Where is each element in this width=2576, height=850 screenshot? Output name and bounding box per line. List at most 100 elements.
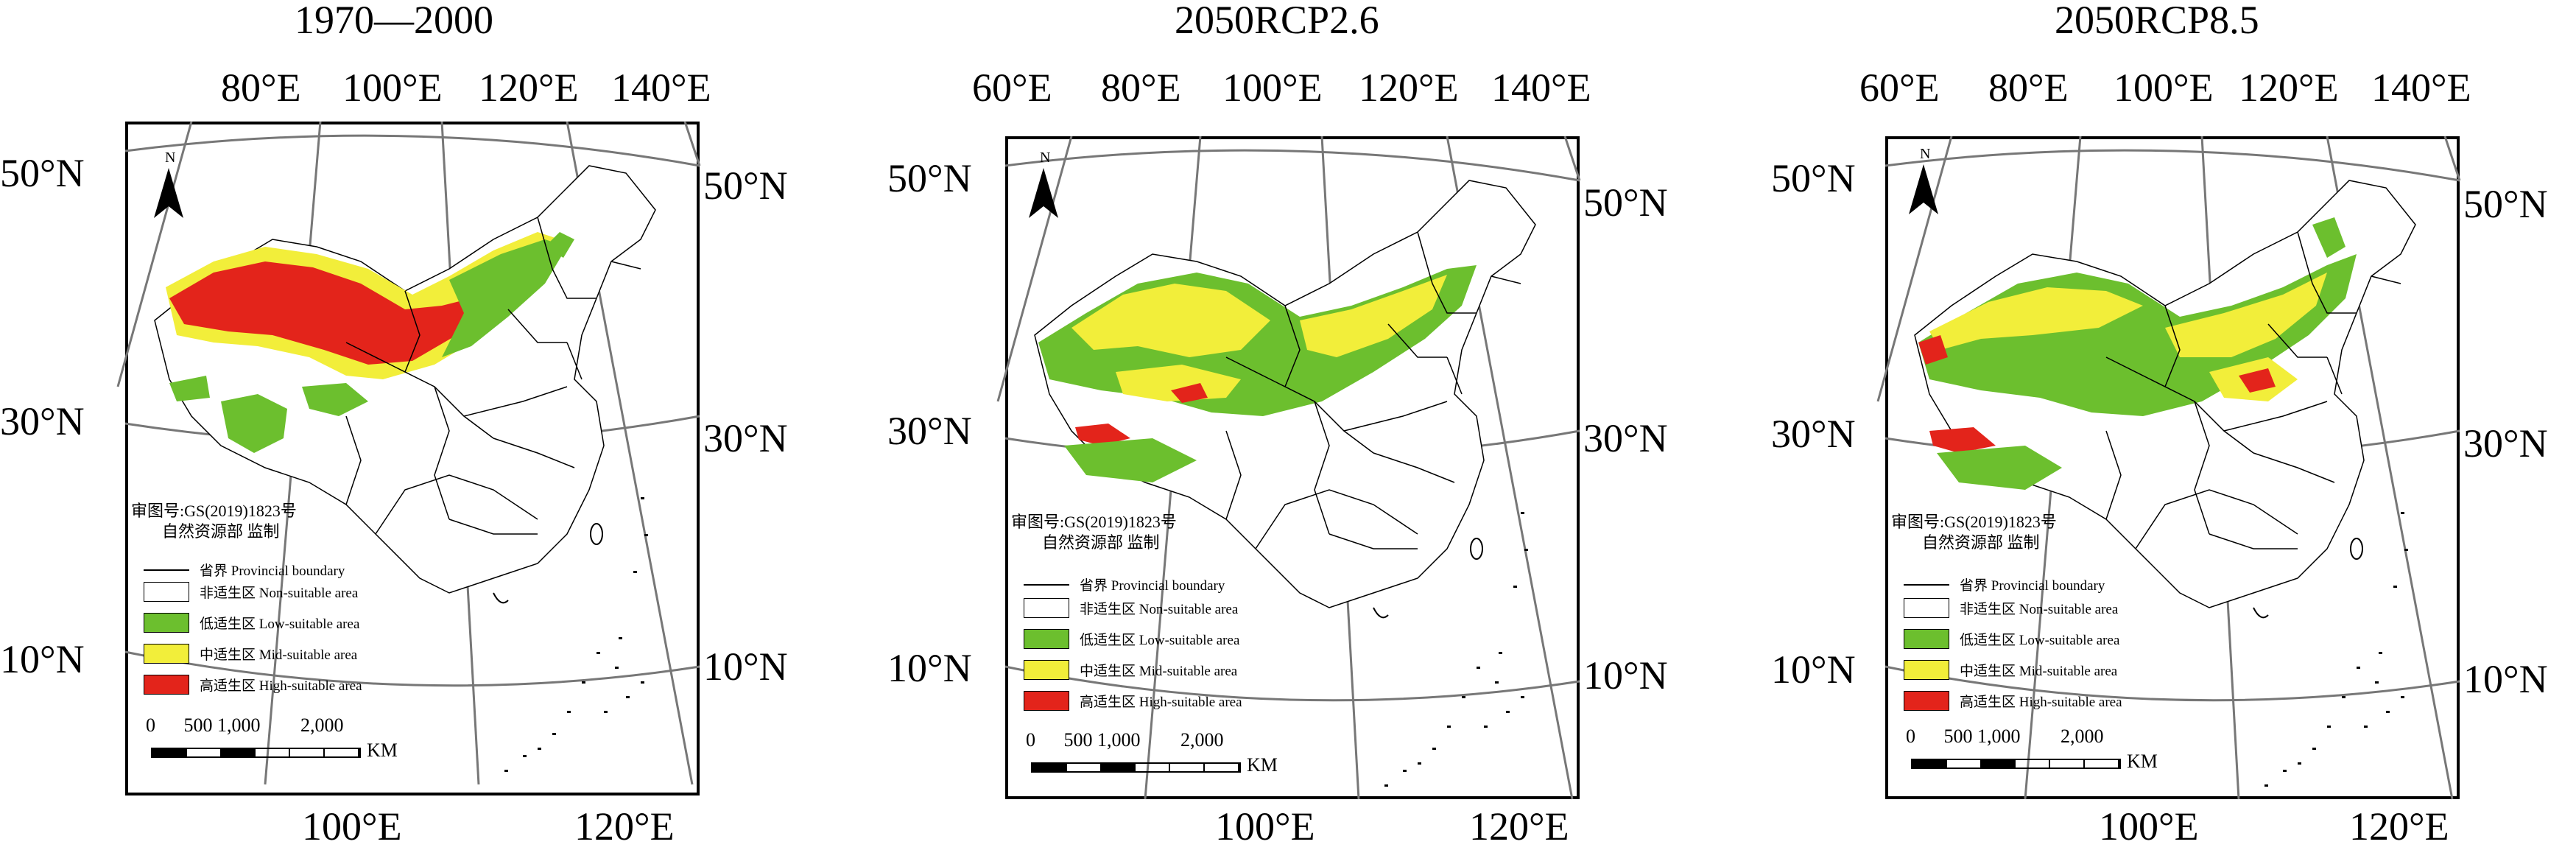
boundary-line-swatch (1904, 583, 1949, 586)
bottom-lon-label: 120°E (1469, 804, 1569, 849)
bottom-lon-label: 100°E (1215, 804, 1315, 849)
scale-labels: 0 500 1,000 2,000 (146, 714, 344, 737)
scale-label: 500 (183, 714, 213, 736)
right-lat-label: 50°N (2463, 182, 2548, 226)
legend-swatch (1024, 598, 1069, 618)
legend-label: 非适生区 Non-suitable area (1080, 602, 1239, 617)
panel-title: 2050RCP8.5 (2055, 0, 2259, 42)
legend-label: 高适生区 High-suitable area (1960, 695, 2122, 710)
top-lon-label: 60°E (1859, 66, 1940, 110)
legend-item-non-suitable: 非适生区 Non-suitable area (1024, 598, 1238, 618)
legend-swatch (144, 644, 189, 664)
legend-swatch (1024, 660, 1069, 680)
north-label: N (1040, 150, 1050, 166)
left-lat-label: 50°N (0, 151, 85, 195)
legend-item-mid-suitable: 中适生区 Mid-suitable area (1904, 660, 2117, 680)
top-lon-label: 140°E (2371, 66, 2471, 110)
boundary-line-swatch (144, 569, 189, 571)
scale-label: 1,000 (1977, 726, 2021, 747)
top-lon-label: 100°E (2114, 66, 2214, 110)
top-lon-label: 80°E (1988, 66, 2069, 110)
scale-label: 2,000 (300, 714, 344, 736)
legend-swatch (144, 675, 189, 695)
legend-item-high-suitable: 高适生区 High-suitable area (1024, 691, 1242, 711)
legend-item-boundary: 省界 Provincial boundary (1904, 575, 2105, 594)
legend-item-low-suitable: 低适生区 Low-suitable area (1904, 629, 2119, 649)
legend-swatch (1904, 660, 1949, 680)
left-lat-label: 10°N (1771, 647, 1856, 692)
legend-swatch (144, 613, 189, 633)
scale-label: 500 (1943, 726, 1973, 747)
right-lat-label: 30°N (703, 416, 788, 460)
left-lat-label: 50°N (887, 156, 972, 200)
north-label: N (165, 150, 175, 166)
legend-label: 中适生区 Mid-suitable area (200, 647, 358, 663)
approval-number: 审图号:GS(2019)1823号 自然资源部 监制 (1891, 512, 2057, 552)
approval-number: 审图号:GS(2019)1823号 自然资源部 监制 (1011, 512, 1177, 552)
right-lat-label: 50°N (703, 164, 788, 208)
legend-swatch (1024, 691, 1069, 711)
top-lon-label: 60°E (972, 66, 1052, 110)
legend-swatch (1024, 629, 1069, 649)
bottom-lon-label: 120°E (574, 804, 675, 849)
top-lon-label: 100°E (1222, 66, 1323, 110)
legend-label: 低适生区 Low-suitable area (1960, 633, 2120, 648)
scale-unit: KM (1247, 754, 1278, 776)
right-lat-label: 10°N (2463, 657, 2548, 701)
top-lon-label: 120°E (2239, 66, 2339, 110)
legend-label: 高适生区 High-suitable area (200, 678, 362, 694)
scale-bar (1031, 762, 1241, 773)
approval-line-2: 自然资源部 监制 (1922, 533, 2040, 552)
bottom-lon-label: 100°E (302, 804, 402, 849)
bottom-lon-label: 120°E (2349, 804, 2449, 849)
scale-bar (1911, 759, 2121, 769)
top-lon-label: 80°E (221, 66, 301, 110)
approval-line-2: 自然资源部 监制 (162, 521, 280, 541)
north-arrow-icon: N (154, 150, 183, 218)
suitability-map (1876, 136, 2461, 800)
legend-item-mid-suitable: 中适生区 Mid-suitable area (1024, 660, 1237, 680)
right-lat-label: 30°N (2463, 421, 2548, 466)
right-lat-label: 50°N (1583, 180, 1668, 225)
legend-label: 省界 Provincial boundary (1080, 578, 1225, 594)
approval-number: 审图号:GS(2019)1823号 自然资源部 监制 (131, 501, 297, 541)
bottom-lon-label: 100°E (2099, 804, 2199, 849)
left-lat-label: 30°N (887, 409, 972, 453)
legend-item-high-suitable: 高适生区 High-suitable area (1904, 691, 2122, 711)
scale-label: 1,000 (1097, 729, 1141, 751)
legend-swatch (1904, 598, 1949, 618)
north-arrow-icon: N (1909, 146, 1938, 214)
map-panel-1970-2000: 1970—2000 80°E 100°E 120°E 140°E 50°N 30… (0, 0, 795, 850)
legend-item-high-suitable: 高适生区 High-suitable area (144, 675, 362, 695)
legend-label: 省界 Provincial boundary (1960, 578, 2105, 594)
approval-line-1: 审图号:GS(2019)1823号 (1011, 513, 1177, 531)
legend-swatch (1904, 629, 1949, 649)
scale-label: 0 (1906, 726, 1915, 747)
map-panel-2050-rcp26: 2050RCP2.6 60°E 80°E 100°E 120°E 140°E 5… (880, 0, 1675, 850)
top-lon-label: 100°E (342, 66, 443, 110)
scale-unit: KM (2127, 751, 2158, 772)
legend-item-non-suitable: 非适生区 Non-suitable area (1904, 598, 2118, 618)
top-lon-label: 80°E (1101, 66, 1181, 110)
right-lat-label: 10°N (703, 644, 788, 689)
legend-item-mid-suitable: 中适生区 Mid-suitable area (144, 644, 357, 664)
top-lon-label: 120°E (1359, 66, 1459, 110)
north-arrow-icon: N (1029, 150, 1058, 218)
scale-unit: KM (367, 740, 398, 761)
legend-label: 低适生区 Low-suitable area (1080, 633, 1240, 648)
scale-labels: 0 500 1,000 2,000 (1906, 726, 2104, 748)
legend-item-low-suitable: 低适生区 Low-suitable area (144, 613, 359, 633)
north-label: N (1920, 146, 1930, 162)
legend-swatch (1904, 691, 1949, 711)
scale-label: 1,000 (217, 714, 261, 736)
panel-title: 2050RCP2.6 (1175, 0, 1379, 42)
legend-item-boundary: 省界 Provincial boundary (1024, 575, 1225, 594)
legend-swatch (144, 582, 189, 602)
legend-label: 中适生区 Mid-suitable area (1080, 664, 1238, 679)
map-panel-2050-rcp85: 2050RCP8.5 60°E 80°E 100°E 120°E 140°E 5… (1760, 0, 2555, 850)
legend-item-boundary: 省界 Provincial boundary (144, 560, 345, 580)
top-lon-label: 120°E (479, 66, 579, 110)
top-lon-label: 140°E (1491, 66, 1591, 110)
left-lat-label: 10°N (887, 646, 972, 690)
right-lat-label: 10°N (1583, 653, 1668, 698)
